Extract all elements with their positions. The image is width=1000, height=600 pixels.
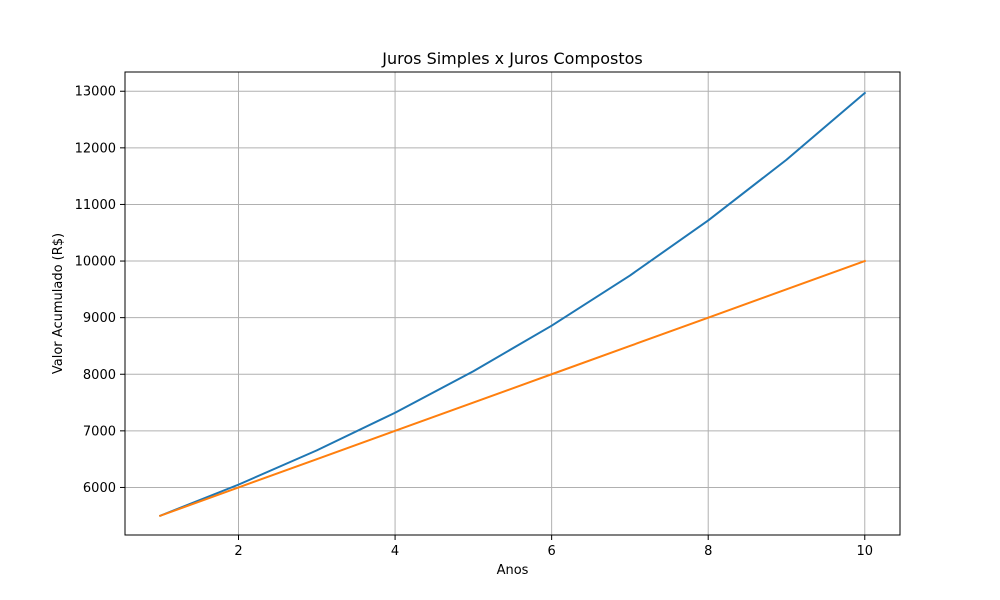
y-tick-label: 7000	[83, 424, 116, 439]
y-axis-label: Valor Acumulado (R$)	[51, 233, 66, 374]
series-line-2	[158, 259, 867, 518]
x-tick-label: 10	[856, 544, 873, 559]
x-tick-label: 8	[704, 544, 712, 559]
series-line-1	[158, 91, 867, 518]
x-tick-label: 2	[234, 544, 242, 559]
chart-title: Juros Simples x Juros Compostos	[381, 49, 642, 68]
x-tick-label: 6	[548, 544, 556, 559]
y-tick-label: 6000	[83, 481, 116, 496]
x-tick-label: 4	[391, 544, 399, 559]
y-tick-label: 12000	[75, 141, 116, 156]
x-axis-label: Anos	[497, 563, 529, 578]
y-tick-label: 11000	[75, 198, 116, 213]
series-layer	[158, 91, 867, 518]
y-axis: 6000 7000 8000 9000 10000 11000 12000 13000	[75, 85, 125, 496]
x-axis: 2 4 6 8 10	[234, 535, 873, 559]
plot-frame	[124, 71, 901, 536]
y-tick-label: 10000	[75, 255, 116, 270]
grid	[125, 72, 900, 535]
y-tick-label: 9000	[83, 311, 116, 326]
y-tick-label: 13000	[75, 85, 116, 100]
y-tick-label: 8000	[83, 368, 116, 383]
